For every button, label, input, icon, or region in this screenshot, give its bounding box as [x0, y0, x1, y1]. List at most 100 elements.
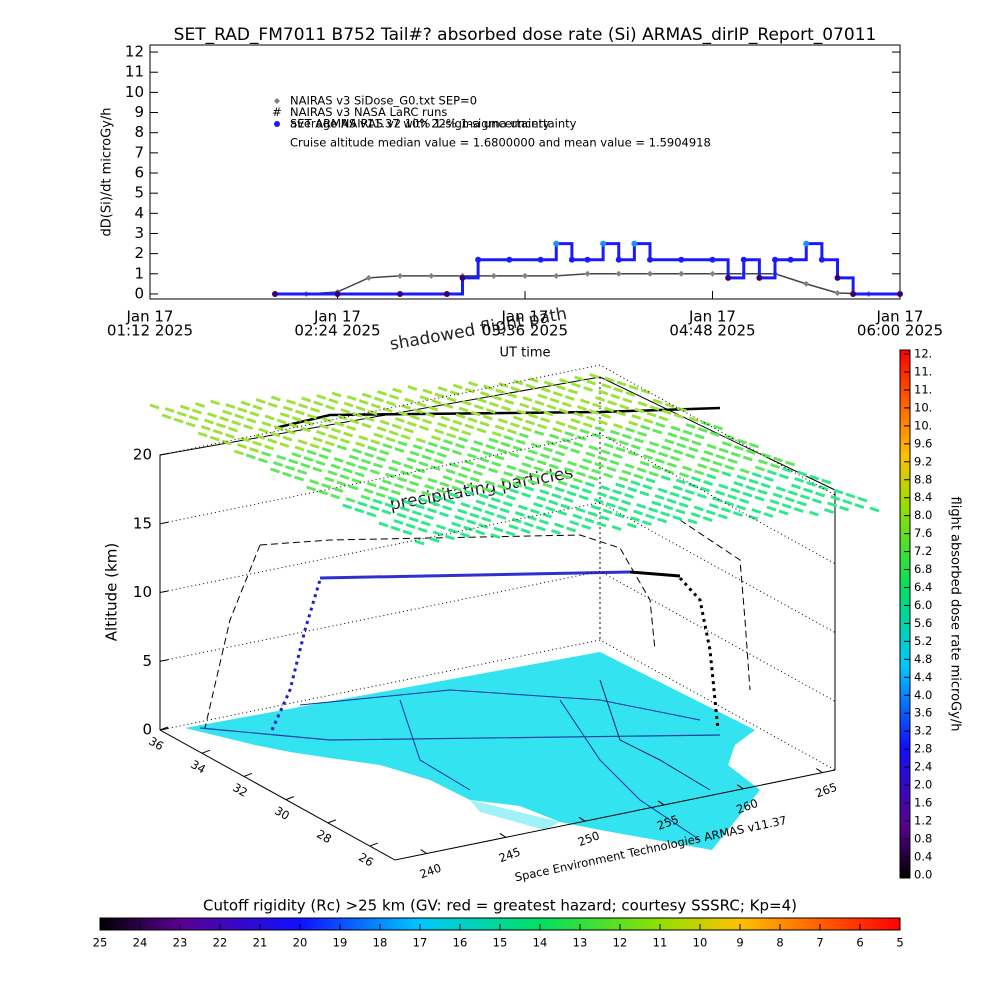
colorbar-title: flight absorbed dose rate microGy/h	[948, 497, 963, 732]
particle	[736, 504, 747, 511]
particle	[559, 378, 569, 384]
particle	[234, 413, 245, 420]
colorbar-tick-label: 8	[776, 936, 783, 950]
x-tick-label: Jan 17	[313, 308, 361, 326]
particle	[478, 493, 489, 499]
z-tick	[159, 659, 169, 662]
particle	[614, 512, 625, 519]
particle	[793, 507, 804, 513]
particle	[542, 482, 553, 489]
particle	[264, 444, 275, 451]
particle	[402, 499, 413, 506]
particle	[297, 469, 308, 475]
particle	[737, 438, 747, 445]
particle	[393, 519, 404, 525]
point	[740, 256, 747, 263]
particle	[388, 430, 399, 436]
particle	[733, 481, 744, 487]
particle	[475, 499, 486, 506]
particle	[494, 424, 505, 431]
particle	[733, 445, 744, 451]
particle	[488, 437, 499, 444]
colorbar-tick-label: 7.6	[914, 526, 932, 540]
particle	[582, 458, 593, 464]
particle	[727, 494, 738, 500]
y-tick-label: 34	[188, 757, 208, 776]
particle	[501, 405, 511, 412]
particle	[455, 443, 466, 449]
particle	[572, 513, 583, 520]
particle	[778, 509, 789, 516]
particle	[377, 390, 387, 396]
particle	[566, 490, 577, 497]
particle	[628, 384, 639, 391]
particle	[358, 399, 369, 405]
particle	[661, 409, 672, 415]
particle	[454, 515, 465, 521]
particle	[827, 501, 838, 508]
particle	[408, 516, 419, 523]
particle	[548, 463, 559, 470]
particle	[584, 517, 595, 524]
particle	[685, 423, 696, 429]
particle	[609, 459, 620, 466]
particle	[330, 493, 341, 500]
point	[709, 270, 716, 277]
particle	[433, 458, 444, 465]
particle	[503, 435, 514, 441]
particle	[542, 512, 553, 519]
particle	[554, 486, 565, 493]
particle	[315, 430, 326, 436]
particle	[473, 440, 484, 446]
particle	[588, 475, 598, 481]
particle	[751, 508, 762, 514]
particle	[598, 389, 609, 396]
colorbar-tick-label: 6.8	[914, 562, 932, 576]
particle	[221, 439, 232, 446]
point	[647, 270, 653, 277]
particle	[385, 400, 396, 407]
particle	[452, 419, 463, 426]
particle	[297, 439, 308, 445]
particle	[416, 401, 427, 408]
particle	[600, 413, 611, 419]
particle	[348, 454, 359, 461]
particle	[603, 442, 614, 449]
particle	[366, 481, 377, 488]
particle	[406, 457, 417, 463]
particle	[439, 511, 450, 518]
particle	[440, 415, 451, 422]
particle	[354, 471, 365, 478]
particle	[537, 393, 548, 400]
y-tick-label: 26	[356, 850, 376, 869]
particle	[745, 485, 756, 491]
particle	[528, 377, 539, 383]
particle	[581, 488, 592, 494]
particle	[712, 496, 723, 503]
particle	[306, 485, 317, 492]
particle	[351, 478, 362, 484]
particle	[561, 437, 572, 444]
particle	[476, 463, 487, 470]
particle	[574, 375, 585, 382]
x-tick	[736, 784, 744, 790]
particle	[514, 511, 525, 517]
particle	[590, 504, 601, 511]
particle	[564, 431, 575, 437]
particle	[705, 509, 716, 516]
particle	[794, 477, 805, 483]
particle	[604, 376, 615, 383]
particle	[491, 461, 502, 467]
particle	[445, 498, 456, 505]
z-tick	[159, 590, 169, 593]
particle	[449, 426, 460, 432]
point	[756, 274, 763, 281]
particle	[567, 460, 578, 467]
particle	[628, 420, 639, 427]
particle	[845, 492, 856, 499]
colorbar-tick-label: 5	[896, 936, 903, 950]
particle	[364, 452, 375, 458]
particle	[215, 422, 226, 429]
chart-title: SET_RAD_FM7011 B752 Tail#? absorbed dose…	[174, 25, 877, 45]
particle	[694, 469, 705, 476]
